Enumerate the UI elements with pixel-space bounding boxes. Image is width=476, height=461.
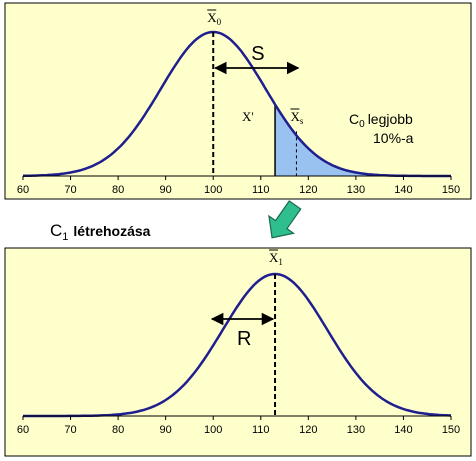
selected-mean-sub: s [300,116,304,126]
svg-text:X1: X1 [269,250,283,267]
bottom-mean-label: X1 [269,249,283,267]
x-tick-label: 140 [394,184,412,196]
note-line1-sub: 0 [359,119,365,130]
svg-text:X0: X0 [207,10,221,27]
selected-mean-base: X [290,109,300,124]
top-mean-base: X [207,10,217,25]
heading-base: C [50,221,62,240]
x-tick-label: 60 [17,184,29,196]
heading-sub: 1 [62,231,68,243]
x-tick-label: 70 [64,424,76,436]
top-chart: 60 70 80 90 100 110 120 130 140 150 X0 S X' Xs C0… [4,2,472,200]
note-line1: C0 legjobb [349,111,413,130]
bottom-chart-background [4,247,472,457]
x-tick-label: 150 [442,424,460,436]
cutoff-label: X' [242,109,254,124]
x-tick-label: 110 [252,184,270,196]
top-distribution-curve [23,30,451,178]
heading-rest: létrehozása [73,223,150,239]
selected-mean-label: Xs [290,108,304,126]
x-tick-label: 90 [160,424,172,436]
section-heading: C1 létrehozása [50,221,151,243]
top-x-ticks: 60 70 80 90 100 110 120 130 140 150 [17,176,460,196]
x-tick-label: 140 [394,424,412,436]
bottom-chart: 60 70 80 90 100 110 120 130 140 150 X1 R [4,247,472,457]
x-tick-label: 100 [204,184,222,196]
top-chart-background [4,2,472,200]
x-tick-label: 80 [112,184,124,196]
top-span-label: S [251,43,264,65]
x-tick-label: 70 [64,184,76,196]
note-line1-rest: legjobb [368,111,413,127]
x-tick-label: 150 [442,184,460,196]
x-tick-label: 60 [17,424,29,436]
top-mean-label: X0 [207,9,222,27]
bottom-mean-base: X [269,250,279,265]
x-tick-label: 100 [204,424,222,436]
note-line2: 10%-a [373,130,414,146]
top-mean-sub: 0 [217,17,222,27]
svg-text:Xs: Xs [290,109,303,126]
transition-arrow-icon [268,200,302,239]
x-tick-label: 130 [347,184,365,196]
x-tick-label: 80 [112,424,124,436]
note-line1-base: C [349,111,359,127]
x-tick-label: 120 [299,424,317,436]
bottom-x-ticks: 60 70 80 90 100 110 120 130 140 150 [17,416,460,436]
x-tick-label: 120 [299,184,317,196]
bottom-span-label: R [237,328,251,350]
bottom-mean-sub: 1 [278,257,283,267]
x-tick-label: 110 [252,424,270,436]
x-tick-label: 130 [347,424,365,436]
x-tick-label: 90 [160,184,172,196]
